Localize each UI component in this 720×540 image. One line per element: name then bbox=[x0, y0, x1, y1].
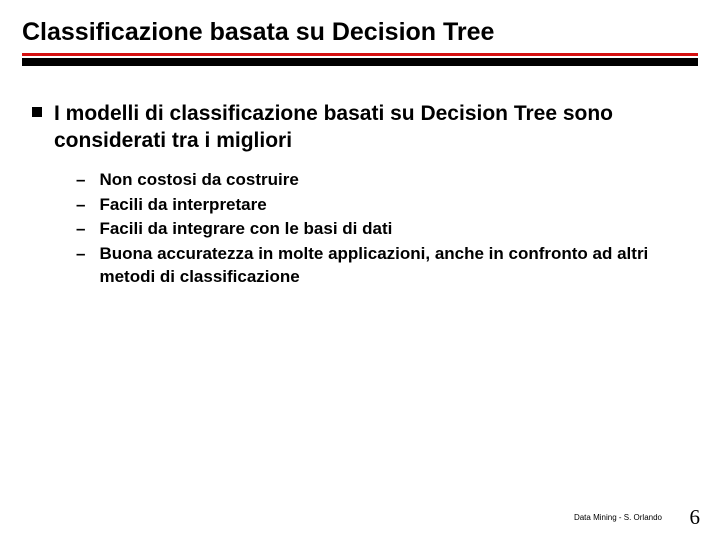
dash-icon: – bbox=[76, 218, 85, 241]
slide-container: Classificazione basata su Decision Tree … bbox=[0, 0, 720, 540]
list-item: – Facili da integrare con le basi di dat… bbox=[76, 218, 698, 241]
red-divider bbox=[22, 53, 698, 56]
square-bullet-icon bbox=[32, 107, 42, 117]
main-bullet-text: I modelli di classificazione basati su D… bbox=[54, 100, 698, 155]
sub-bullet-list: – Non costosi da costruire – Facili da i… bbox=[76, 169, 698, 290]
sub-item-text: Facili da integrare con le basi di dati bbox=[99, 218, 392, 241]
slide-title: Classificazione basata su Decision Tree bbox=[22, 18, 698, 47]
sub-item-text: Non costosi da costruire bbox=[99, 169, 298, 192]
sub-item-text: Facili da interpretare bbox=[99, 194, 266, 217]
dash-icon: – bbox=[76, 194, 85, 217]
list-item: – Non costosi da costruire bbox=[76, 169, 698, 192]
dash-icon: – bbox=[76, 243, 85, 266]
black-divider bbox=[22, 58, 698, 66]
footer-credit: Data Mining - S. Orlando bbox=[574, 513, 662, 522]
list-item: – Facili da interpretare bbox=[76, 194, 698, 217]
sub-item-text: Buona accuratezza in molte applicazioni,… bbox=[99, 243, 698, 289]
main-bullet: I modelli di classificazione basati su D… bbox=[32, 100, 698, 155]
list-item: – Buona accuratezza in molte applicazion… bbox=[76, 243, 698, 289]
dash-icon: – bbox=[76, 169, 85, 192]
page-number: 6 bbox=[690, 505, 701, 530]
